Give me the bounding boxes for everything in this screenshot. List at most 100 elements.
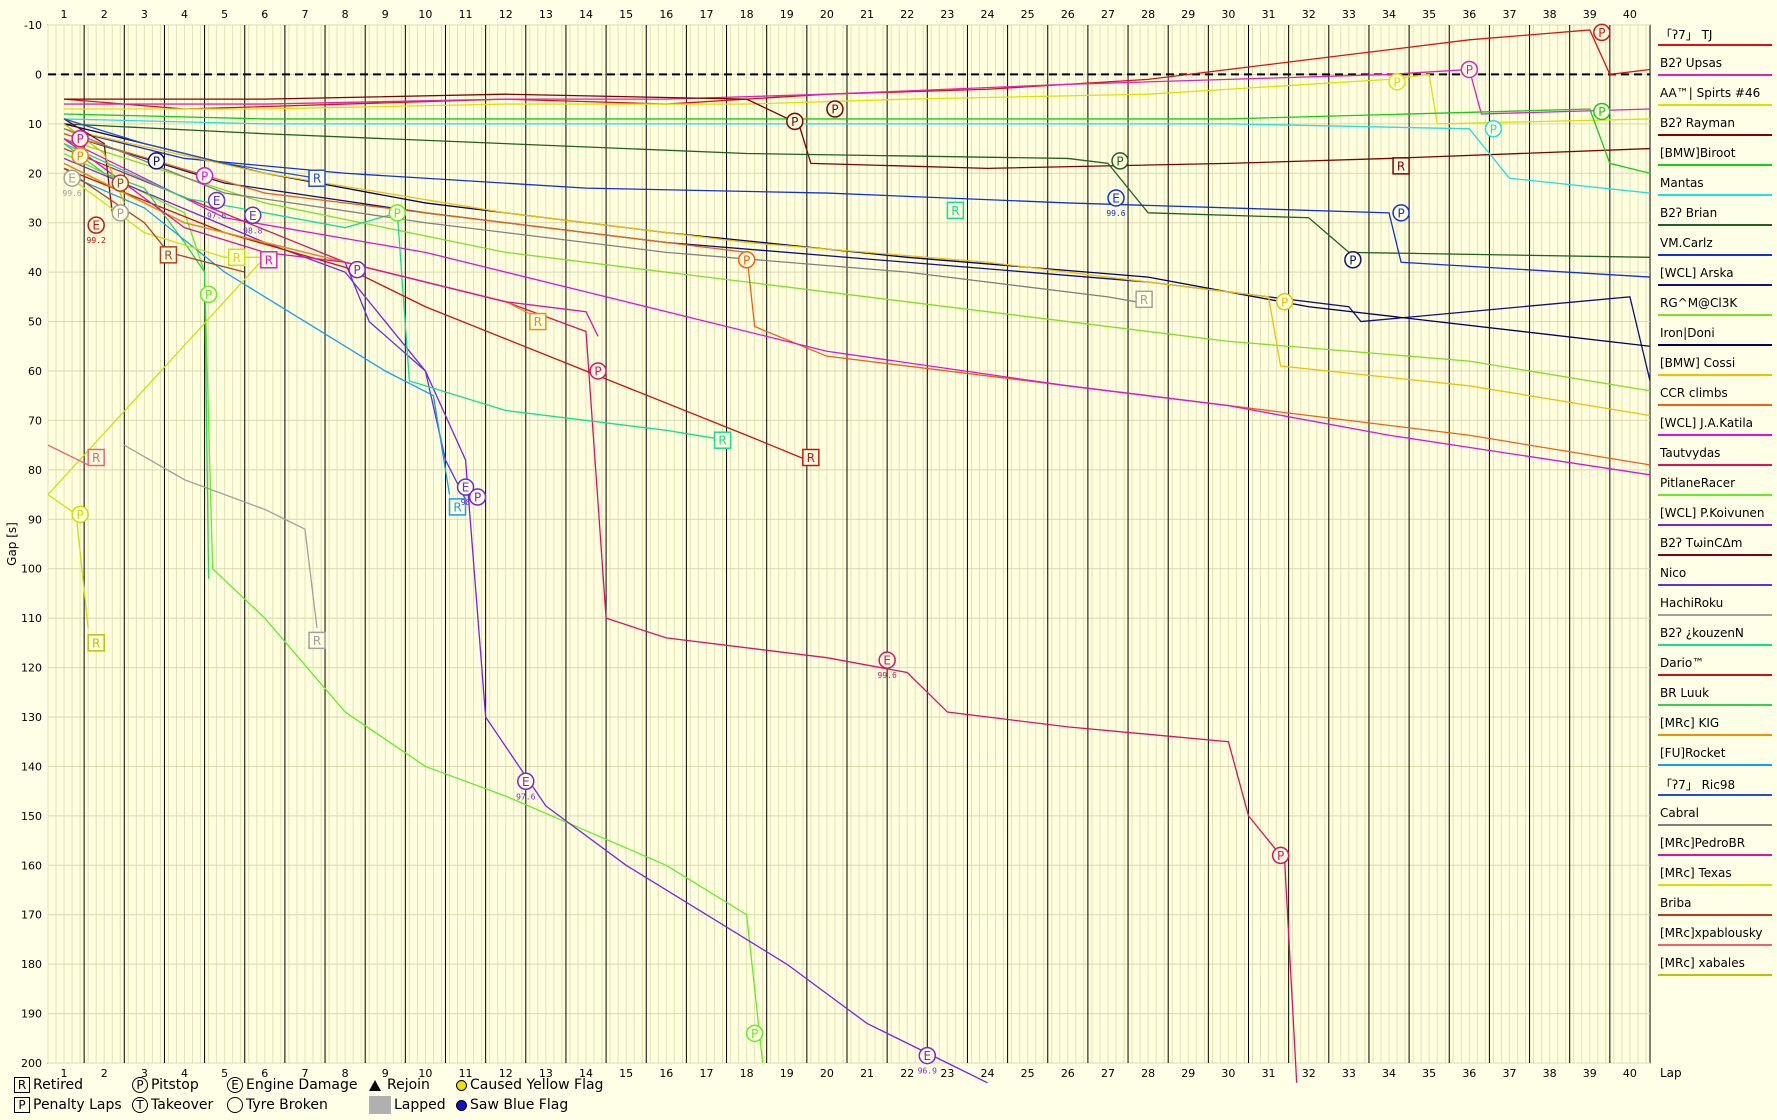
y-tick-label: 130 (21, 711, 42, 724)
pitstop-marker (737, 251, 756, 269)
legend-swatch (1658, 194, 1772, 196)
key-symbol-icon (369, 1096, 391, 1114)
y-tick-label: 40 (28, 266, 42, 279)
x-tick-label-top: 20 (820, 8, 834, 21)
engine-damage-marker (918, 1046, 937, 1065)
pitstop-marker (468, 488, 487, 506)
driver-legend: 「ʔ7」 TJ B2ʔ Upsas AA™| Spirts #46 B2ʔ Rayma… (1656, 24, 1774, 984)
key-symbol-icon: E (227, 1077, 243, 1093)
marker-letter: R (92, 636, 100, 650)
marker-letter: R (453, 500, 461, 514)
x-tick-label-top: 19 (780, 8, 794, 21)
pitstop-marker (1344, 251, 1362, 269)
pitstop-marker (1484, 120, 1503, 138)
marker-letter: R (1397, 159, 1405, 173)
key-symbol-icon: T (132, 1097, 148, 1113)
key-label: Engine Damage (246, 1077, 358, 1093)
legend-driver-name: [MRc]PedroBR (1660, 836, 1746, 850)
retired-marker (308, 631, 326, 650)
y-tick-label: 200 (21, 1057, 42, 1070)
key-item: P Pitstop (132, 1076, 199, 1094)
pitstop-marker (71, 129, 89, 148)
x-tick-label: 40 (1623, 1067, 1637, 1080)
x-tick-label: 29 (1181, 1067, 1195, 1080)
legend-item: 「ʔ7」 TJ (1656, 24, 1774, 54)
legend-item: [MRc] Texas (1656, 864, 1774, 894)
key-item: Saw Blue Flag (454, 1096, 568, 1114)
x-tick-label-top: 26 (1061, 8, 1075, 21)
series-line-16 (63, 157, 988, 1084)
legend-driver-name: [WCL] Arska (1660, 266, 1734, 280)
y-tick-label: 30 (28, 217, 42, 230)
key-label: Tyre Broken (246, 1097, 328, 1113)
x-tick-label: 25 (1021, 1067, 1035, 1080)
y-tick-label: -10 (24, 19, 42, 32)
pitstop-marker (71, 147, 89, 165)
y-tick-label: 190 (21, 1008, 42, 1021)
legend-item: [WCL] J.A.Katila (1656, 414, 1774, 444)
marker-letter: R (265, 253, 273, 267)
marker-letter: P (1349, 253, 1356, 267)
y-tick-label: 140 (21, 760, 42, 773)
x-tick-label-top: 2 (101, 8, 108, 21)
legend-item: [BMW]Biroot (1656, 144, 1774, 174)
retired-marker (529, 312, 547, 331)
legend-item: RG^M@Cl3K (1656, 294, 1774, 324)
y-tick-label: 80 (28, 464, 42, 477)
marker-letter: P (117, 206, 124, 220)
marker-letter: P (1277, 849, 1284, 863)
x-tick-label: 5 (221, 1067, 228, 1080)
x-tick-label: 23 (940, 1067, 954, 1080)
x-tick-label-top: 40 (1623, 8, 1637, 21)
legend-driver-name: Dario™ (1660, 656, 1705, 670)
legend-swatch (1658, 914, 1772, 916)
legend-driver-name: BR Luuk (1660, 686, 1710, 700)
marker-letter: E (249, 209, 257, 223)
x-tick-label: 9 (382, 1067, 389, 1080)
damage-percent-label: 98 (461, 498, 471, 507)
series-line-2 (64, 73, 1650, 125)
legend-driver-name: Nico (1660, 566, 1687, 580)
legend-driver-name: [MRc] Texas (1660, 866, 1732, 880)
series-line-30 (48, 444, 89, 466)
legend-swatch (1658, 704, 1772, 706)
series-line-4 (64, 108, 1650, 174)
legend-driver-name: RG^M@Cl3K (1660, 296, 1738, 310)
marker-letter: R (233, 251, 241, 265)
engine-damage-marker (456, 478, 475, 496)
x-tick-label-top: 37 (1502, 8, 1516, 21)
legend-item: B2ʔ Rayman (1656, 114, 1774, 144)
x-tick-label: 12 (499, 1067, 513, 1080)
key-symbol-icon (227, 1097, 243, 1113)
x-tick-label: 31 (1262, 1067, 1276, 1080)
legend-swatch (1658, 764, 1772, 766)
marker-letter: P (1397, 206, 1404, 220)
legend-item: [MRc] KIG (1656, 714, 1774, 744)
legend-swatch (1658, 674, 1772, 676)
legend-driver-name: Tautvydas (1660, 446, 1721, 460)
marker-letter: E (883, 654, 891, 668)
key-label: Retired (33, 1077, 84, 1093)
marker-letter: P (76, 508, 83, 522)
legend-item: Iron|Doni (1656, 324, 1774, 354)
key-label: Lapped (394, 1097, 446, 1113)
marker-letter: P (1281, 295, 1288, 309)
x-tick-label-top: 28 (1141, 8, 1155, 21)
series-line-9 (63, 138, 1650, 392)
x-tick-label-top: 8 (342, 8, 349, 21)
x-tick-label: 1 (61, 1067, 68, 1080)
series-line-17 (63, 118, 113, 213)
series-line-8 (63, 133, 1650, 382)
x-tick-label-top: 17 (699, 8, 713, 21)
key-item: Caused Yellow Flag (454, 1076, 603, 1094)
y-tick-label: 20 (28, 167, 42, 180)
legend-driver-name: Cabral (1660, 806, 1699, 820)
legend-driver-name: [FU]Rocket (1660, 746, 1726, 760)
legend-swatch (1658, 824, 1772, 826)
x-tick-label: 35 (1422, 1067, 1436, 1080)
pitstop-marker (1388, 73, 1406, 91)
x-tick-label-top: 14 (579, 8, 593, 21)
x-tick-label: 39 (1583, 1067, 1597, 1080)
series-group (48, 29, 1650, 1084)
